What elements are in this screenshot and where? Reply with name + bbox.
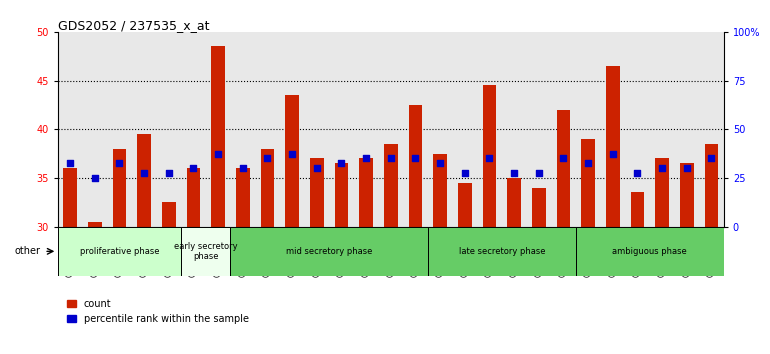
Point <box>459 170 471 176</box>
Point <box>187 165 199 171</box>
Point <box>310 165 323 171</box>
Bar <box>236 168 249 227</box>
Point <box>113 160 126 166</box>
Text: GDS2052 / 237535_x_at: GDS2052 / 237535_x_at <box>58 19 209 32</box>
Bar <box>261 149 274 227</box>
Bar <box>360 159 373 227</box>
Point <box>631 170 644 176</box>
Text: late secretory phase: late secretory phase <box>458 247 545 256</box>
Legend: count, percentile rank within the sample: count, percentile rank within the sample <box>62 295 253 328</box>
Point <box>434 160 447 166</box>
Bar <box>186 168 200 227</box>
Bar <box>557 110 571 227</box>
Point <box>705 155 718 161</box>
Text: mid secretory phase: mid secretory phase <box>286 247 372 256</box>
Bar <box>286 95 299 227</box>
Point <box>656 165 668 171</box>
Bar <box>230 227 428 276</box>
Bar <box>576 227 724 276</box>
Bar <box>409 105 422 227</box>
Bar <box>335 163 348 227</box>
Bar <box>458 183 471 227</box>
Point <box>384 155 397 161</box>
Point <box>89 175 101 181</box>
Point <box>508 170 521 176</box>
Text: other: other <box>15 246 41 256</box>
Bar <box>705 144 718 227</box>
Bar <box>581 139 595 227</box>
Bar <box>384 144 397 227</box>
Bar <box>58 227 181 276</box>
Point <box>582 160 594 166</box>
Point <box>138 170 150 176</box>
Bar <box>507 178 521 227</box>
Point <box>236 165 249 171</box>
Bar <box>137 134 151 227</box>
Bar <box>162 202 176 227</box>
Bar <box>434 154 447 227</box>
Point <box>410 155 422 161</box>
Point <box>681 165 693 171</box>
Bar <box>63 168 77 227</box>
Point <box>212 151 224 156</box>
Bar <box>631 193 644 227</box>
Bar <box>88 222 102 227</box>
Bar <box>211 46 225 227</box>
Point <box>484 155 496 161</box>
Point <box>533 170 545 176</box>
Bar <box>310 159 323 227</box>
Point <box>64 160 76 166</box>
Text: proliferative phase: proliferative phase <box>79 247 159 256</box>
Bar <box>428 227 576 276</box>
Point <box>286 151 298 156</box>
Bar <box>181 227 230 276</box>
Bar <box>532 188 546 227</box>
Bar <box>483 85 496 227</box>
Point <box>335 160 347 166</box>
Point <box>360 155 372 161</box>
Bar <box>655 159 669 227</box>
Point <box>557 155 570 161</box>
Text: ambiguous phase: ambiguous phase <box>612 247 687 256</box>
Point <box>607 151 619 156</box>
Bar <box>112 149 126 227</box>
Point <box>261 155 273 161</box>
Text: early secretory
phase: early secretory phase <box>174 242 238 261</box>
Bar <box>606 66 620 227</box>
Point <box>162 170 175 176</box>
Bar <box>680 163 694 227</box>
